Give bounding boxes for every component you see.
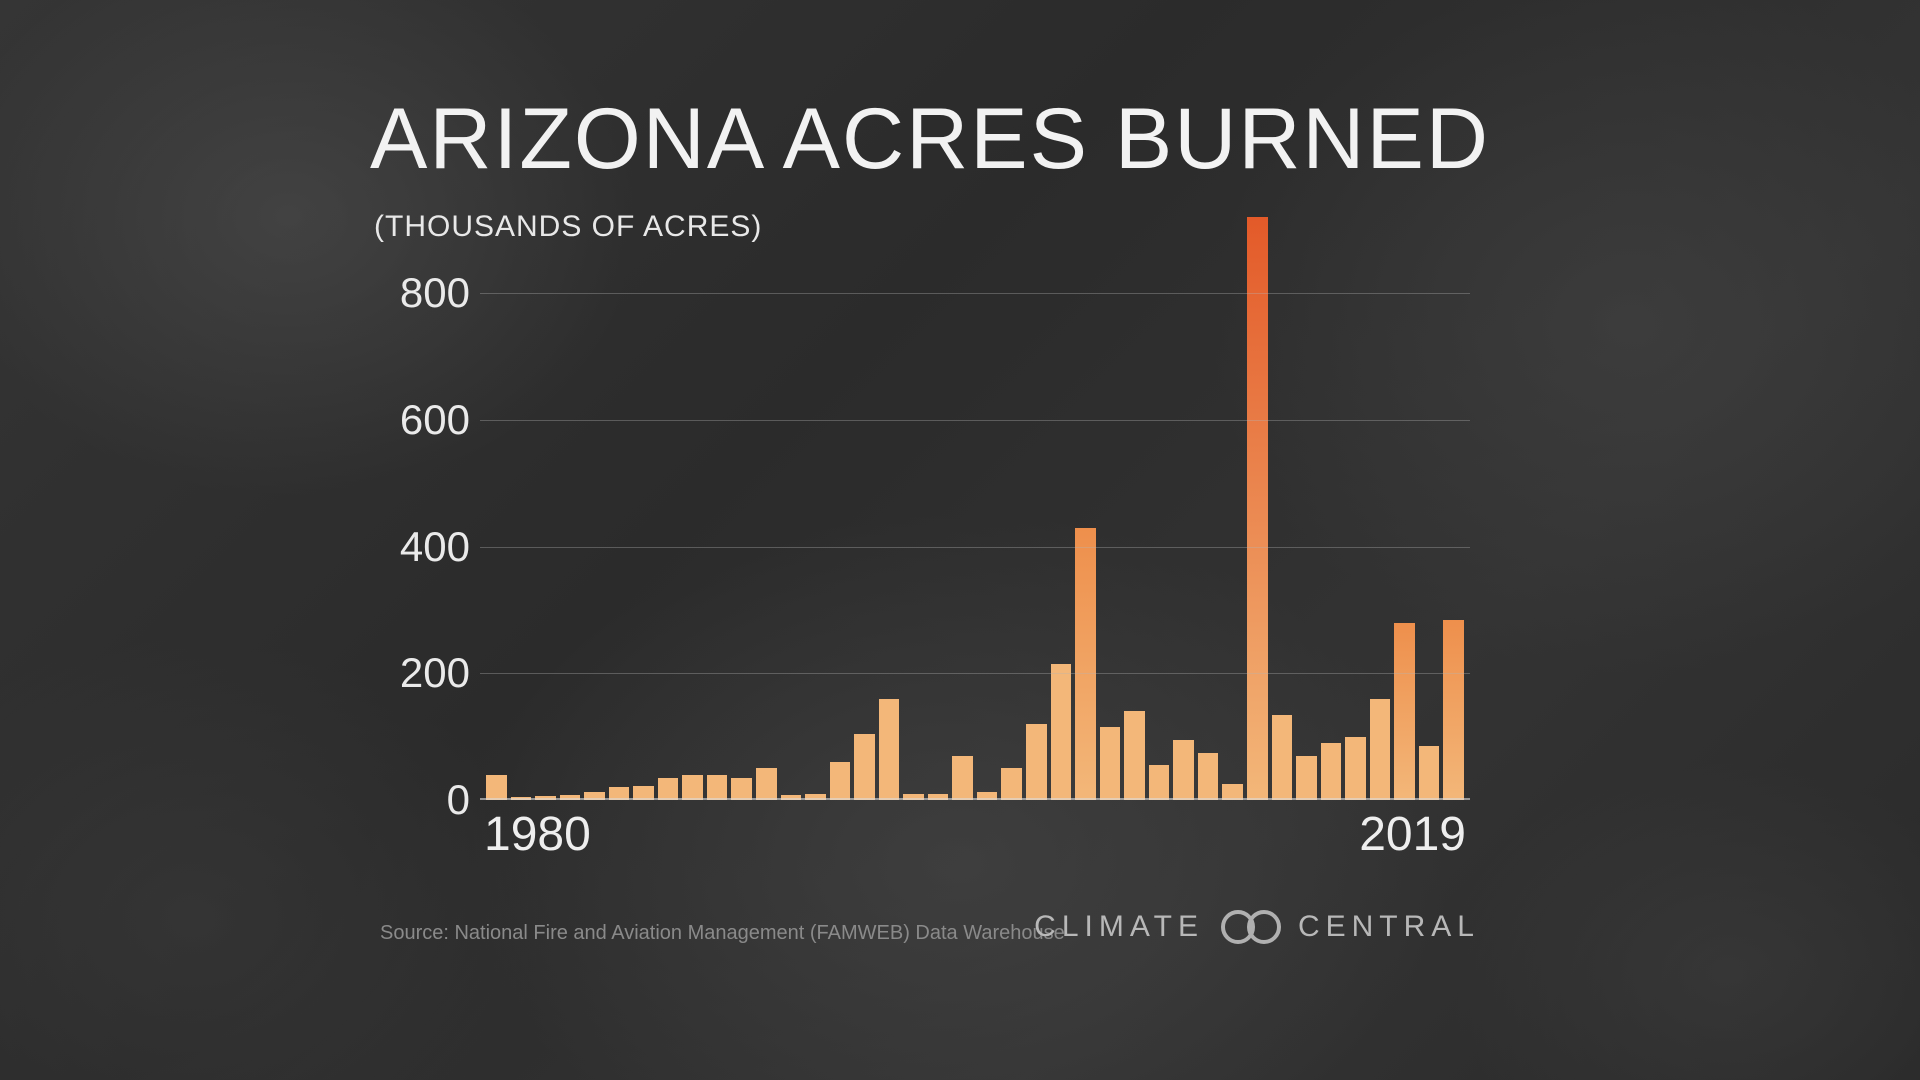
bar [1100,727,1121,800]
bar [682,775,703,800]
bar [1321,743,1342,800]
bar [1443,620,1464,801]
bar-chart: 1980 2019 0200400600800 [370,230,1470,850]
bar [1198,753,1219,801]
bar [1272,715,1293,801]
bar [707,775,728,800]
bar [658,778,679,800]
y-tick-label: 0 [380,776,470,824]
bar [1001,768,1022,800]
bar [731,778,752,800]
y-tick-label: 400 [380,523,470,571]
y-tick-label: 800 [380,269,470,317]
bar [1149,765,1170,800]
x-axis-baseline [480,798,1470,800]
bar [1296,756,1317,800]
bar [1051,664,1072,800]
bar [486,775,507,800]
x-label-start: 1980 [484,807,591,862]
chart-title: ARIZONA ACRES BURNED [370,90,1490,189]
bar [1026,724,1047,800]
y-tick-label: 600 [380,396,470,444]
brand-text-left: CLIMATE [1034,910,1204,944]
source-attribution: Source: National Fire and Aviation Manag… [380,922,1065,945]
brand-logo-icon [1216,908,1286,946]
bar [952,756,973,800]
x-label-end: 2019 [1359,807,1466,862]
grid-line [480,673,1470,674]
grid-line [480,420,1470,421]
infographic-container: ARIZONA ACRES BURNED (THOUSANDS OF ACRES… [0,0,1920,1080]
brand-text-right: CENTRAL [1298,910,1480,944]
bar [1419,746,1440,800]
plot-area: 1980 2019 0200400600800 [480,230,1470,800]
bars-group [480,230,1470,800]
bar [879,699,900,800]
bar [830,762,851,800]
brand-footer: CLIMATE CENTRAL [1034,908,1480,946]
bar [1075,528,1096,800]
bar [1124,711,1145,800]
bar [1394,623,1415,800]
y-tick-label: 200 [380,649,470,697]
bar [1345,737,1366,800]
bar [854,734,875,801]
bar [1173,740,1194,800]
grid-line [480,293,1470,294]
bar [1247,217,1268,800]
bar [1370,699,1391,800]
grid-line [480,547,1470,548]
bar [756,768,777,800]
